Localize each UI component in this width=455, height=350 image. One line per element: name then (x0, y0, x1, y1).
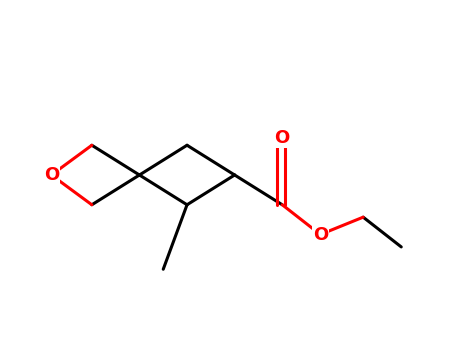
Text: O: O (313, 225, 328, 244)
Text: O: O (44, 166, 59, 184)
Text: O: O (275, 129, 290, 147)
